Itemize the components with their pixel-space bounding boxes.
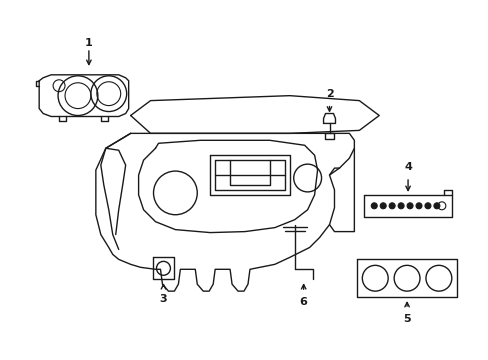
- Circle shape: [370, 203, 376, 209]
- Circle shape: [388, 203, 394, 209]
- Text: 5: 5: [403, 314, 410, 324]
- Circle shape: [424, 203, 430, 209]
- Circle shape: [380, 203, 386, 209]
- Circle shape: [406, 203, 412, 209]
- Text: 3: 3: [159, 294, 167, 304]
- Text: 2: 2: [325, 89, 333, 99]
- Text: 1: 1: [85, 38, 93, 48]
- Text: 4: 4: [403, 162, 411, 172]
- Circle shape: [433, 203, 439, 209]
- Text: 6: 6: [299, 297, 307, 307]
- Circle shape: [415, 203, 421, 209]
- Circle shape: [397, 203, 403, 209]
